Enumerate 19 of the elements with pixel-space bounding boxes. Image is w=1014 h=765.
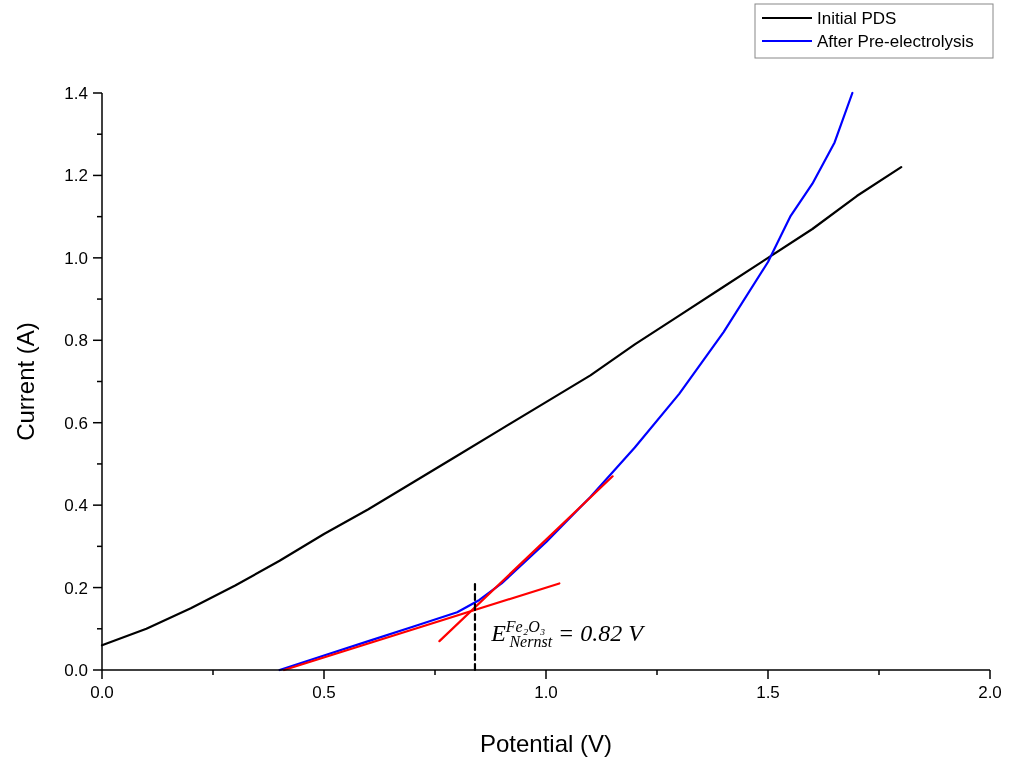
x-tick-label: 0.0: [90, 683, 114, 702]
y-tick-label: 0.0: [64, 661, 88, 680]
x-tick-label: 0.5: [312, 683, 336, 702]
x-tick-label: 1.5: [756, 683, 780, 702]
y-tick-label: 1.2: [64, 166, 88, 186]
y-axis-title: Current (A): [12, 322, 39, 441]
y-tick-label: 0.4: [64, 496, 88, 516]
x-axis-title: Potential (V): [479, 730, 613, 757]
y-tick-label: 0.6: [64, 413, 88, 433]
y-tick-label: 0.8: [64, 331, 88, 351]
x-tick-label: 2.0: [978, 683, 1002, 702]
y-tick-label: 1.0: [64, 248, 88, 268]
y-tick-label: 0.2: [64, 578, 88, 598]
annotation: E$^{Fe₂O₃}$$_{Nernst}$ = 0.82 V: [490, 618, 646, 650]
line-series: [278, 91, 854, 672]
y-tick-label: 1.4: [64, 84, 88, 103]
legend-label: Initial PDS: [817, 9, 897, 28]
x-tick-label: 1.0: [534, 683, 558, 702]
legend-label: After Pre-electrolysis: [817, 32, 974, 51]
